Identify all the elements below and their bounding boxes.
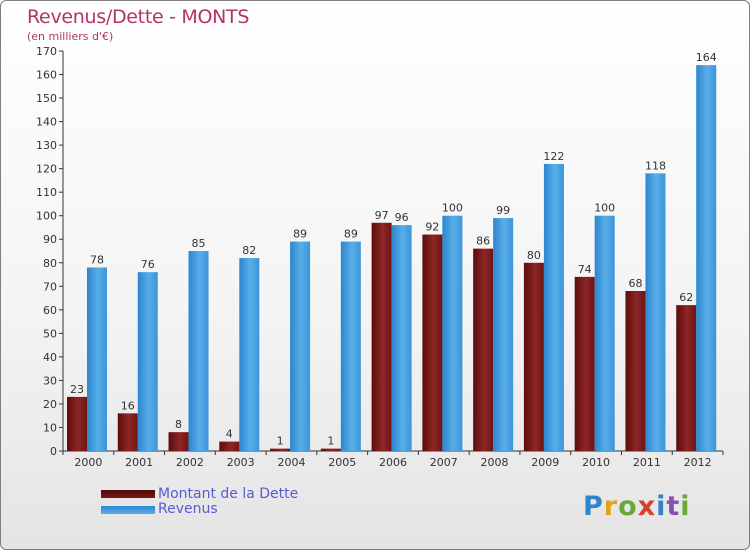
data-label: 23: [70, 383, 84, 396]
bar-dette-2004: [270, 448, 291, 451]
data-label: 86: [476, 235, 490, 248]
bar-revenus-2000: [87, 267, 107, 451]
y-tick-label: 120: [36, 163, 57, 176]
y-tick-label: 30: [43, 374, 57, 387]
y-tick-label: 80: [43, 257, 57, 270]
data-label: 80: [527, 249, 541, 262]
y-tick-label: 70: [43, 280, 57, 293]
data-label: 99: [496, 204, 510, 217]
bar-dette-2000: [67, 396, 87, 451]
x-tick-label: 2006: [379, 456, 407, 469]
bar-dette-2005: [320, 448, 341, 451]
bar-revenus-2008: [493, 218, 514, 451]
y-tick-label: 50: [43, 327, 57, 340]
x-tick-label: 2009: [531, 456, 559, 469]
y-tick-label: 110: [36, 186, 57, 199]
bar-revenus-2002: [188, 251, 209, 451]
data-label: 89: [293, 228, 307, 241]
data-label: 78: [90, 253, 104, 266]
chart-data-labels: 23 16 8 4 1 1 97 92 86 80 74 68 62 78 76 85 82 89 89 96 100 9…: [70, 51, 717, 448]
data-label: 4: [226, 428, 233, 441]
legend-label-revenus: Revenus: [158, 501, 218, 517]
legend-swatch-revenus: [101, 506, 155, 514]
chart-bars: [67, 65, 717, 452]
x-tick-label: 2008: [481, 456, 509, 469]
data-label: 92: [425, 221, 439, 234]
y-tick-label: 150: [36, 92, 57, 105]
chart-subtitle: (en milliers d'€): [27, 30, 114, 43]
bar-dette-2009: [523, 262, 544, 451]
data-label: 74: [578, 263, 592, 276]
y-tick-label: 90: [43, 233, 57, 246]
bar-revenus-2005: [340, 241, 361, 451]
data-label: 16: [121, 399, 135, 412]
bar-revenus-2010: [594, 215, 615, 451]
bar-revenus-2009: [543, 163, 564, 452]
data-label: 96: [395, 211, 409, 224]
chart-title: Revenus/Dette - MONTS: [27, 6, 250, 28]
bar-dette-2001: [117, 413, 138, 451]
bar-revenus-2004: [290, 241, 311, 451]
x-tick-label: 2000: [74, 456, 102, 469]
y-tick-label: 60: [43, 304, 57, 317]
y-tick-label: 170: [36, 45, 57, 58]
data-label: 89: [344, 228, 358, 241]
data-label: 1: [277, 435, 284, 448]
bar-dette-2002: [168, 432, 189, 451]
data-label: 122: [543, 150, 564, 163]
y-tick-label: 40: [43, 351, 57, 364]
data-label: 76: [141, 258, 155, 271]
bar-revenus-2003: [239, 258, 260, 451]
data-label: 82: [242, 244, 256, 257]
x-tick-label: 2004: [277, 456, 305, 469]
x-tick-label: 2001: [125, 456, 153, 469]
data-label: 100: [594, 202, 615, 215]
data-label: 97: [375, 209, 389, 222]
bar-revenus-2012: [696, 65, 717, 451]
x-tick-label: 2005: [328, 456, 356, 469]
legend-swatch-debt: [101, 490, 155, 498]
data-label: 85: [192, 237, 206, 250]
bar-revenus-2006: [391, 225, 412, 451]
data-label: 100: [442, 202, 463, 215]
bar-dette-2011: [625, 291, 646, 451]
y-tick-label: 20: [43, 398, 57, 411]
data-label: 68: [628, 277, 642, 290]
y-tick-label: 0: [50, 445, 57, 458]
bar-revenus-2001: [137, 272, 158, 451]
bar-dette-2010: [574, 276, 595, 451]
bar-revenus-2007: [442, 215, 463, 451]
bar-revenus-2011: [645, 173, 666, 451]
data-label: 1: [327, 435, 334, 448]
x-tick-label: 2012: [684, 456, 712, 469]
y-tick-label: 140: [36, 116, 57, 129]
x-tick-label: 2003: [227, 456, 255, 469]
bar-dette-2007: [422, 234, 443, 451]
bar-dette-2012: [676, 305, 697, 451]
proxiti-logo: Proxiti: [583, 491, 691, 522]
x-tick-label: 2007: [430, 456, 458, 469]
data-label: 118: [645, 159, 666, 172]
y-tick-label: 100: [36, 210, 57, 223]
data-label: 8: [175, 418, 182, 431]
data-label: 164: [696, 51, 717, 64]
y-tick-label: 10: [43, 421, 57, 434]
x-tick-label: 2011: [633, 456, 661, 469]
legend-label-debt: Montant de la Dette: [158, 486, 299, 502]
data-label: 62: [679, 291, 693, 304]
y-tick-label: 130: [36, 139, 57, 152]
x-tick-label: 2010: [582, 456, 610, 469]
bar-dette-2006: [371, 222, 392, 451]
bar-dette-2003: [219, 441, 240, 451]
x-tick-label: 2002: [176, 456, 204, 469]
y-tick-label: 160: [36, 69, 57, 82]
bar-dette-2008: [473, 248, 494, 451]
